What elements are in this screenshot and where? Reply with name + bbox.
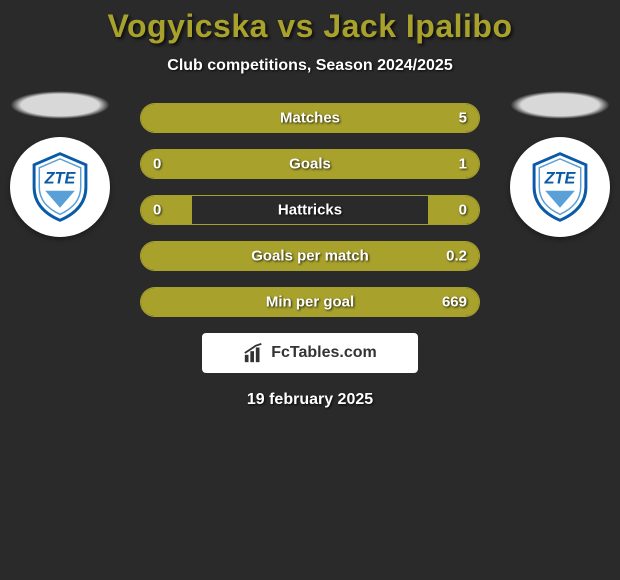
stat-value-left: 0 bbox=[153, 156, 161, 173]
stat-row: Goals per match 0.2 bbox=[140, 241, 480, 271]
player-comparison-infographic: Vogyicska vs Jack Ipalibo Club competiti… bbox=[0, 0, 620, 409]
player-right-badge: ZTE bbox=[510, 91, 610, 237]
player-right-club-logo: ZTE bbox=[510, 137, 610, 237]
stats-area: ZTE ZTE Matches 5 0 Goals 1 0 Hattricks 0 Goals … bbox=[0, 103, 620, 317]
stat-label: Hattricks bbox=[278, 202, 342, 219]
player-left-shadow bbox=[10, 91, 110, 119]
comparison-title: Vogyicska vs Jack Ipalibo bbox=[0, 8, 620, 45]
comparison-date: 19 february 2025 bbox=[0, 391, 620, 409]
stat-bar-left bbox=[141, 196, 192, 224]
stat-row: Min per goal 669 bbox=[140, 287, 480, 317]
stat-bar-left bbox=[141, 150, 192, 178]
stat-row: Matches 5 bbox=[140, 103, 480, 133]
player-left-club-logo: ZTE bbox=[10, 137, 110, 237]
brand-text: FcTables.com bbox=[271, 344, 377, 362]
stat-bar-right bbox=[428, 196, 479, 224]
stat-value-right: 0 bbox=[459, 202, 467, 219]
stat-value-right: 669 bbox=[442, 294, 467, 311]
stat-rows: Matches 5 0 Goals 1 0 Hattricks 0 Goals per matc… bbox=[140, 103, 480, 317]
zte-logo-icon: ZTE bbox=[23, 150, 97, 224]
chart-icon bbox=[243, 342, 265, 364]
stat-value-right: 0.2 bbox=[446, 248, 467, 265]
stat-value-right: 1 bbox=[459, 156, 467, 173]
stat-bar-right bbox=[192, 150, 479, 178]
season-subtitle: Club competitions, Season 2024/2025 bbox=[0, 57, 620, 75]
svg-text:ZTE: ZTE bbox=[544, 169, 577, 187]
stat-label: Matches bbox=[280, 110, 340, 127]
player-right-shadow bbox=[510, 91, 610, 119]
stat-label: Min per goal bbox=[266, 294, 354, 311]
stat-value-right: 5 bbox=[459, 110, 467, 127]
zte-logo-icon: ZTE bbox=[523, 150, 597, 224]
stat-row: 0 Goals 1 bbox=[140, 149, 480, 179]
stat-row: 0 Hattricks 0 bbox=[140, 195, 480, 225]
brand-box: FcTables.com bbox=[202, 333, 418, 373]
stat-value-left: 0 bbox=[153, 202, 161, 219]
stat-label: Goals per match bbox=[251, 248, 369, 265]
stat-label: Goals bbox=[289, 156, 331, 173]
player-left-badge: ZTE bbox=[10, 91, 110, 237]
stat-bar-left bbox=[141, 104, 293, 132]
svg-text:ZTE: ZTE bbox=[44, 169, 77, 187]
